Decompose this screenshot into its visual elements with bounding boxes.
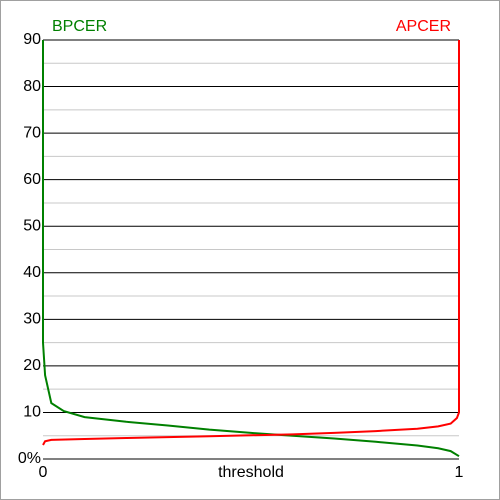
y-tick-label: 80 — [23, 78, 41, 95]
y-tick-label: 50 — [23, 217, 41, 234]
y-tick-label: 20 — [23, 357, 41, 374]
legend-label: BPCER — [52, 18, 107, 35]
legend-label: APCER — [396, 18, 451, 35]
series-line — [42, 40, 460, 458]
y-tick-label: 70 — [23, 124, 41, 141]
y-tick-label: 90 — [23, 31, 41, 48]
y-tick-label: 40 — [23, 264, 41, 281]
series-line — [42, 40, 460, 446]
y-tick-label: 60 — [23, 171, 41, 188]
x-tick-label: 0 — [39, 464, 48, 481]
y-tick-label: 30 — [23, 311, 41, 328]
y-tick-label: 10 — [23, 404, 41, 421]
x-tick-label: 1 — [455, 464, 464, 481]
x-axis-label: threshold — [218, 464, 284, 481]
y-tick-label: 0% — [18, 450, 41, 467]
